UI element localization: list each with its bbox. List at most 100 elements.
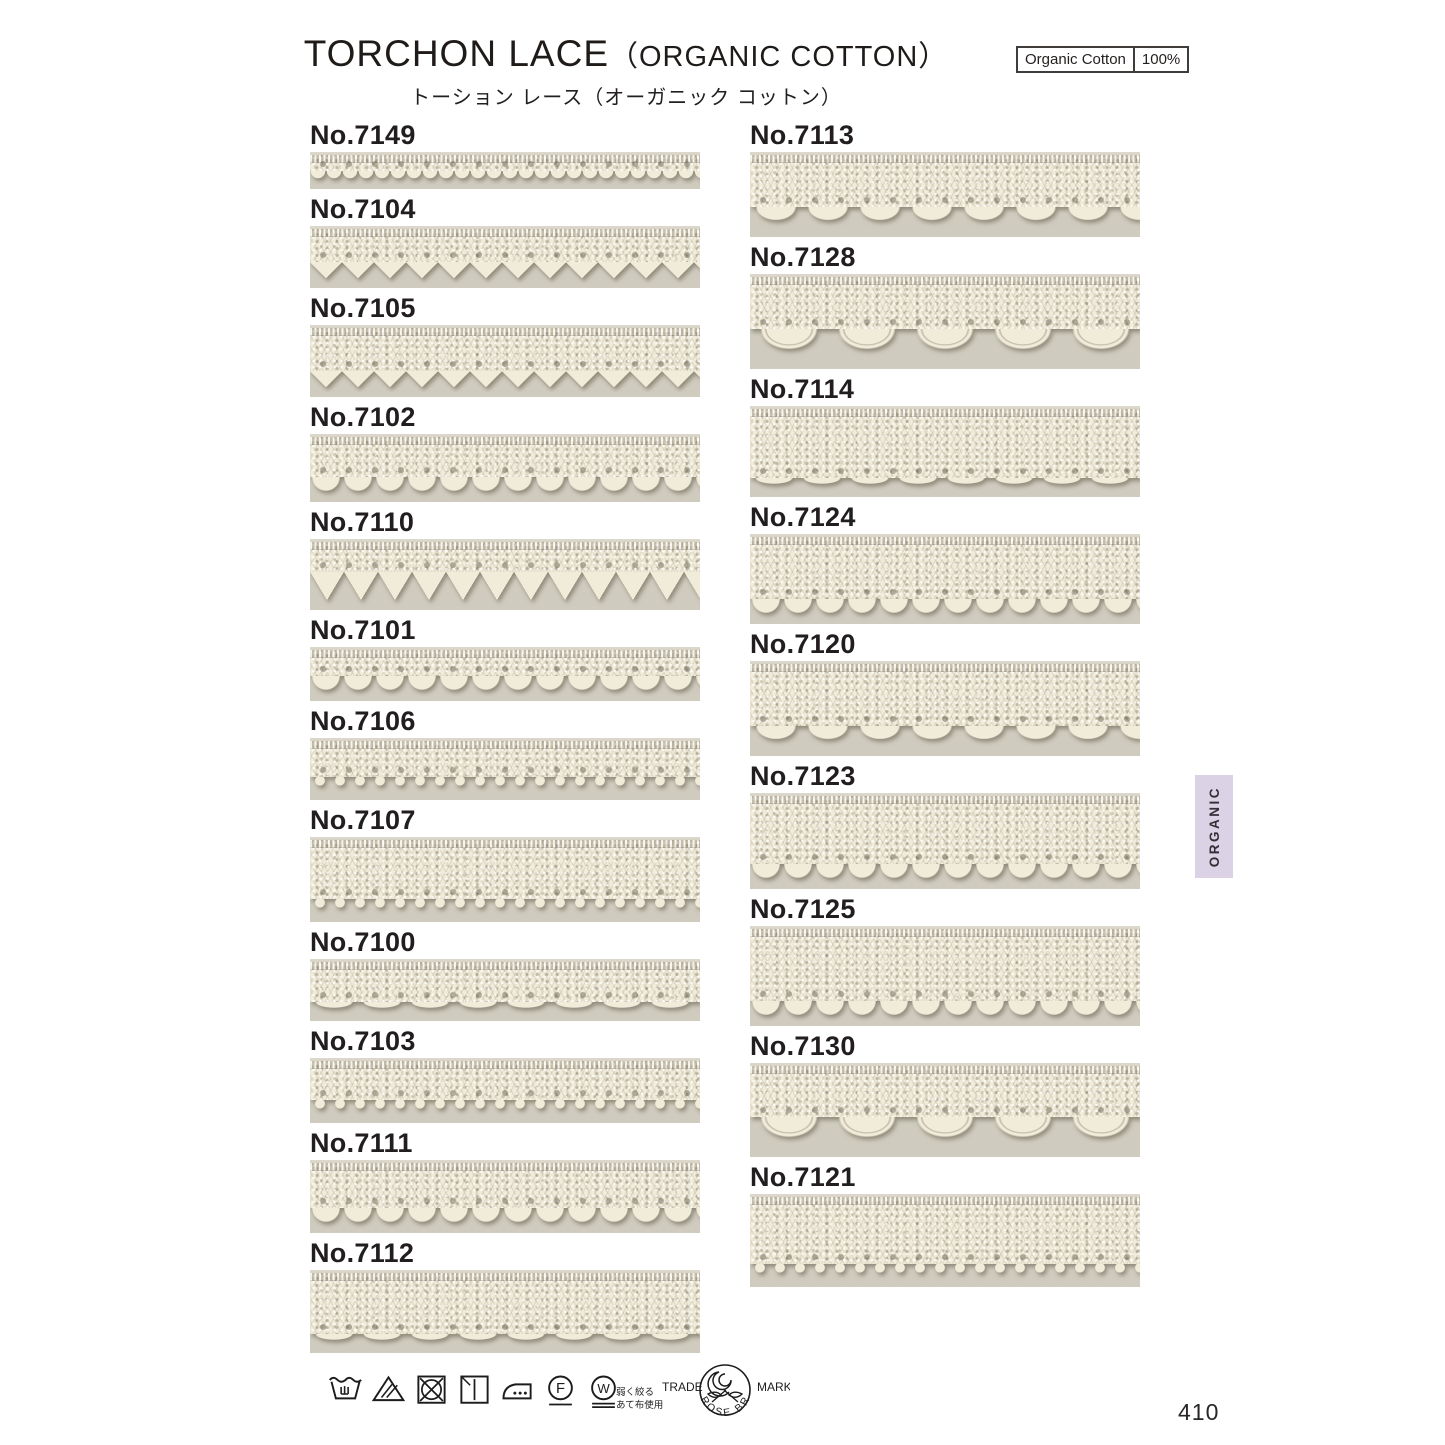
lace-edge (750, 864, 1140, 879)
trademark-text-right: MARK (757, 1380, 790, 1394)
lace-sample: No.7104 (310, 195, 700, 288)
lace-edge (310, 171, 700, 179)
title-parenthetical: （ORGANIC COTTON） (609, 41, 949, 73)
care-notes: 弱く絞る あて布使用 (616, 1377, 663, 1412)
lace-strip-image (310, 840, 700, 912)
lace-edge (750, 1001, 1140, 1016)
sample-number: No.7112 (310, 1238, 415, 1268)
lace-photo (750, 661, 1140, 756)
lace-body (310, 741, 700, 777)
sample-number: No.7149 (310, 120, 416, 150)
lace-photo (750, 274, 1140, 369)
lace-strip-image (310, 542, 700, 600)
lace-strip-image (310, 1273, 700, 1343)
lace-sample: No.7101 (310, 616, 700, 701)
badge-label: Organic Cotton (1025, 51, 1126, 68)
organic-cotton-badge: Organic Cotton 100% (1016, 46, 1190, 73)
lace-body (750, 155, 1140, 207)
lace-edge (750, 726, 1140, 746)
lace-photo (750, 406, 1140, 497)
lace-strip-image (750, 155, 1140, 227)
lace-photo (310, 1160, 700, 1233)
lace-strip-image (310, 1163, 700, 1223)
lace-body (750, 537, 1140, 599)
right-column: No.7113 No.7128 No.7114 No.7124 (750, 121, 1140, 1293)
lace-strip-image (750, 929, 1140, 1016)
lace-sample: No.7149 (310, 121, 700, 189)
badge-value: 100% (1132, 48, 1187, 71)
trademark-circle (699, 1364, 751, 1416)
lace-body (310, 840, 700, 899)
lace-sample: No.7103 (310, 1027, 700, 1123)
lace-body (310, 328, 700, 371)
lace-edge (310, 1002, 700, 1011)
iron-low-icon (500, 1370, 535, 1411)
lace-sample: No.7105 (310, 294, 700, 397)
dryclean-f-icon: F (543, 1370, 578, 1411)
lace-strip-image (750, 277, 1140, 359)
lace-photo (310, 1058, 700, 1123)
lace-photo (310, 539, 700, 610)
lace-sample: No.7110 (310, 508, 700, 610)
lace-edge (750, 207, 1140, 227)
lace-edge (310, 899, 700, 912)
lace-sample: No.7121 (750, 1163, 1140, 1287)
lace-edge (310, 676, 700, 691)
sample-number: No.7120 (750, 629, 856, 659)
lace-photo (310, 647, 700, 701)
rose-icon (707, 1371, 732, 1397)
lace-sample: No.7113 (750, 121, 1140, 237)
lace-edge (750, 329, 1140, 359)
lace-sample: No.7107 (310, 806, 700, 922)
wetclean-w-icon: W (586, 1370, 621, 1411)
left-column: No.7149 No.7104 No.7105 No.7102 (310, 121, 700, 1359)
lace-edge (310, 477, 700, 492)
lace-body (310, 962, 700, 1002)
lace-photo (310, 325, 700, 397)
svg-text:W: W (597, 1381, 610, 1396)
care-note-line: あて布使用 (616, 1400, 664, 1411)
lace-edge (750, 1117, 1140, 1147)
drip-dry-icon (457, 1370, 492, 1411)
lace-body (310, 437, 700, 477)
lace-edge (750, 478, 1140, 487)
lace-body (310, 542, 700, 572)
svg-text:F: F (556, 1381, 565, 1397)
lace-strip-image (750, 796, 1140, 879)
side-tab-label: ORGANIC (1206, 785, 1222, 868)
sample-number: No.7103 (310, 1026, 416, 1056)
lace-photo (310, 226, 700, 288)
lace-sample: No.7130 (750, 1032, 1140, 1157)
bleach-triangle-icon (371, 1370, 406, 1411)
lace-body (310, 650, 700, 676)
lace-body (750, 929, 1140, 1001)
do-not-tumble-dry-icon (414, 1370, 449, 1411)
title-english: TORCHON LACE (303, 33, 609, 74)
lace-photo (750, 1194, 1140, 1287)
lace-strip-image (310, 229, 700, 278)
sample-number: No.7101 (310, 615, 416, 645)
lace-strip-image (750, 664, 1140, 746)
lace-strip-image (310, 328, 700, 387)
sample-number: No.7110 (310, 507, 415, 537)
lace-photo (750, 534, 1140, 624)
lace-strip-image (310, 962, 700, 1011)
handwash-icon (328, 1370, 363, 1411)
lace-sample: No.7124 (750, 503, 1140, 624)
lace-body (750, 1197, 1140, 1264)
sample-number: No.7102 (310, 402, 416, 432)
lace-photo (310, 837, 700, 922)
lace-edge (310, 371, 700, 387)
page-title: TORCHON LACE（ORGANIC COTTON） (0, 34, 1252, 77)
lace-sample: No.7128 (750, 243, 1140, 369)
lace-edge (750, 599, 1140, 614)
lace-sample: No.7111 (310, 1129, 700, 1233)
lace-sample: No.7100 (310, 928, 700, 1021)
lace-sample: No.7123 (750, 762, 1140, 889)
lace-photo (310, 434, 700, 502)
lace-edge (310, 572, 700, 600)
lace-strip-image (310, 741, 700, 790)
lace-photo (750, 926, 1140, 1026)
lace-edge (310, 1334, 700, 1343)
sample-number: No.7104 (310, 194, 416, 224)
